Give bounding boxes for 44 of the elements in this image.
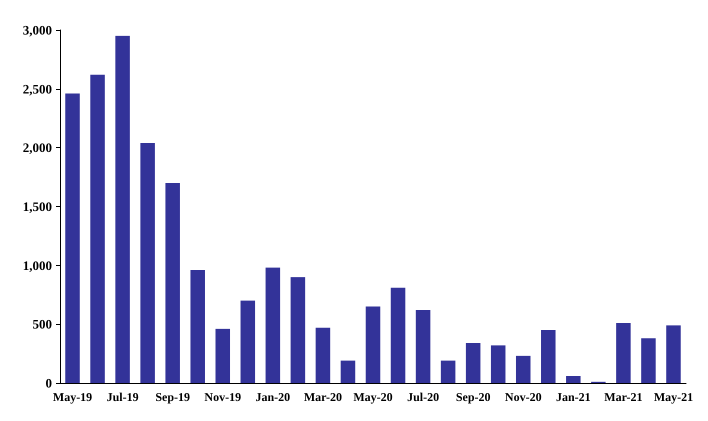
- bar: [266, 268, 280, 383]
- bar: [641, 338, 656, 383]
- x-tick-label: Mar-21: [604, 390, 642, 404]
- bar: [516, 356, 530, 383]
- bar: [366, 306, 380, 383]
- x-tick-label: May-20: [353, 390, 393, 404]
- y-tick-label: 0: [46, 376, 52, 390]
- bar: [90, 74, 105, 383]
- y-tick-label: 1,000: [22, 258, 52, 273]
- bar: [440, 360, 456, 383]
- bar: [290, 277, 306, 383]
- y-tick-label: 3,000: [22, 22, 52, 38]
- bar: [115, 36, 130, 383]
- bar: [65, 94, 80, 383]
- x-tick-label: Sep-20: [456, 390, 490, 404]
- x-tick-label: Sep-19: [155, 390, 190, 404]
- x-tick-label: May-21: [654, 390, 694, 404]
- bar: [566, 376, 581, 383]
- bar: [165, 182, 180, 383]
- bar: [666, 325, 681, 383]
- x-tick-label: Nov-19: [204, 390, 242, 404]
- y-tick-label: 500: [32, 316, 52, 332]
- x-tick-label: Jul-20: [407, 390, 440, 404]
- bar: [466, 342, 480, 383]
- bar: [541, 330, 556, 383]
- bar: [316, 328, 330, 383]
- bar: [490, 345, 506, 383]
- bar: [216, 328, 230, 383]
- x-tick-label: Jul-19: [106, 390, 139, 404]
- bar: [140, 142, 155, 383]
- bar: [416, 310, 430, 383]
- bar: [240, 300, 256, 383]
- bar: [190, 270, 205, 383]
- x-tick-label: Mar-20: [304, 390, 342, 404]
- y-tick-label: 2,000: [22, 140, 52, 156]
- bar: [390, 288, 406, 383]
- y-tick-label: 2,500: [22, 81, 52, 96]
- bar: [616, 322, 631, 383]
- bar: [340, 360, 356, 383]
- x-tick-label: Jan-21: [556, 390, 591, 404]
- x-tick-label: Jan-20: [256, 390, 290, 404]
- x-tick-label: May-19: [52, 390, 92, 404]
- y-tick-label: 1,500: [22, 199, 52, 214]
- x-tick-label: Nov-20: [504, 390, 542, 404]
